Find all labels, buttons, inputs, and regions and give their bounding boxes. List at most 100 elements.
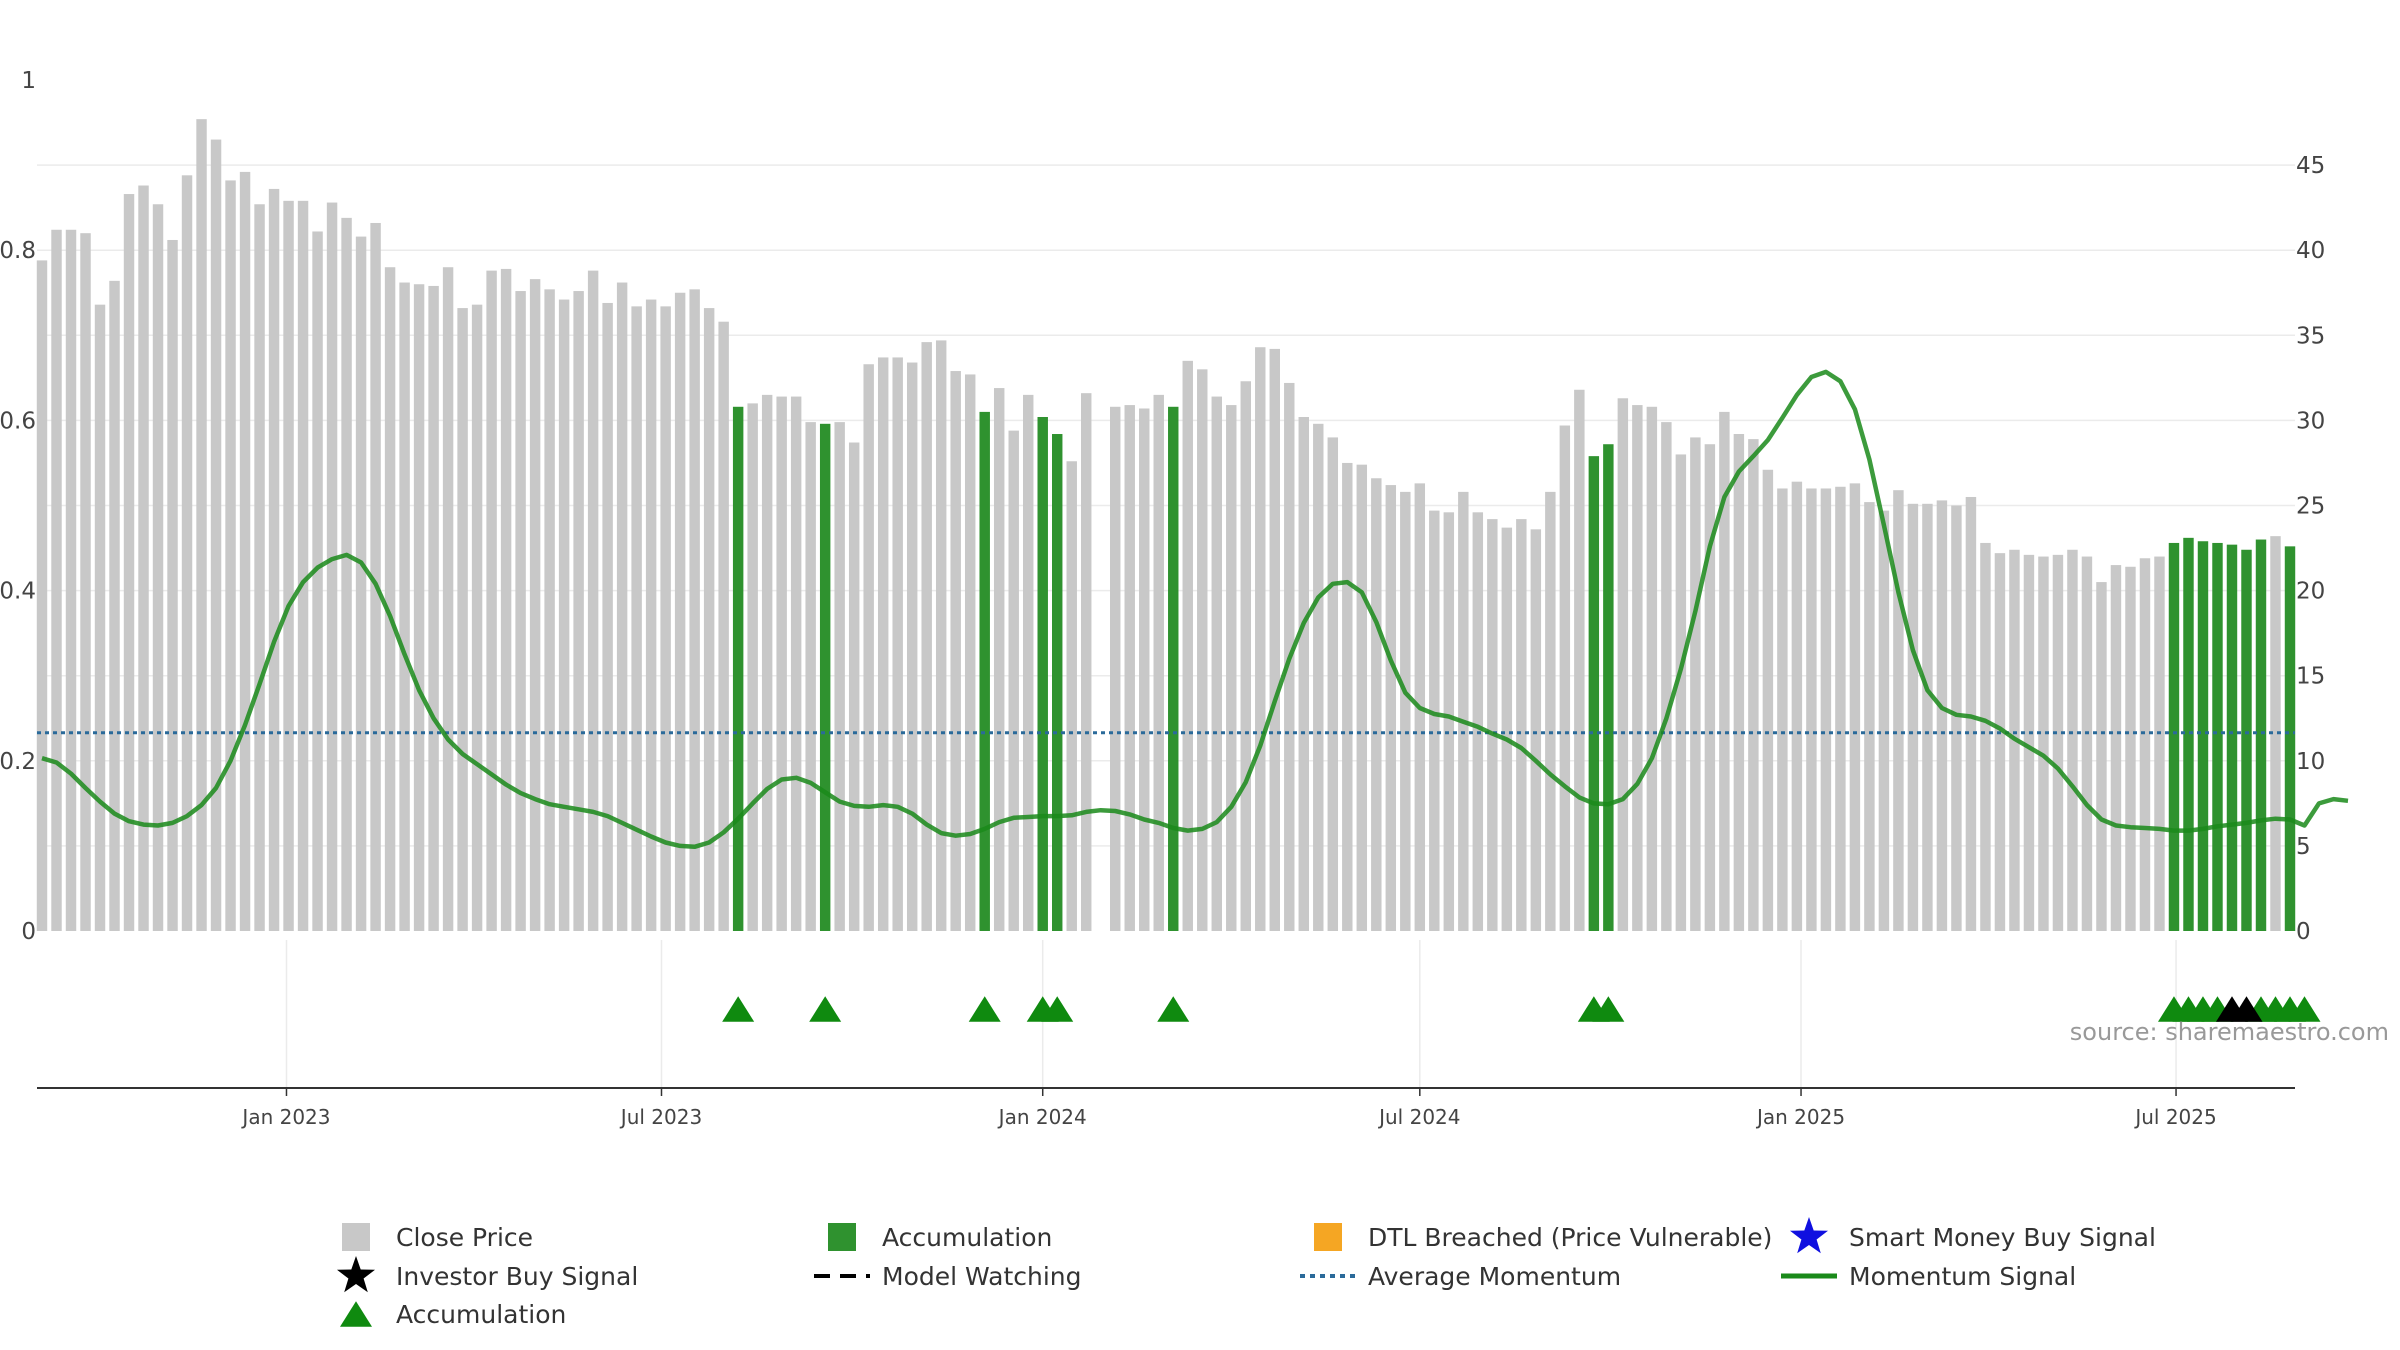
legend-label: Model Watching: [882, 1262, 1082, 1291]
legend-label: Smart Money Buy Signal: [1849, 1223, 2156, 1252]
close-price-bar: [1226, 405, 1237, 931]
close-price-bar: [790, 396, 802, 931]
close-price-bar: [297, 200, 309, 932]
left-axis-tick-label: 0: [21, 919, 36, 945]
close-price-bar: [1487, 519, 1498, 931]
close-price-bar: [239, 171, 251, 931]
left-axis-tick-label: 0.4: [0, 579, 36, 605]
close-price-bar: [1806, 488, 1817, 931]
legend-swatch: [342, 1223, 370, 1251]
accumulation-bar: [2183, 537, 2194, 931]
close-price-bars: [36, 119, 2296, 932]
legend-label: Investor Buy Signal: [396, 1262, 638, 1291]
x-axis-tick-label: Jul 2023: [619, 1105, 702, 1129]
close-price-bar: [1008, 430, 1019, 931]
close-price-bar: [1617, 398, 1629, 931]
close-price-bar: [123, 194, 135, 931]
close-price-bar: [181, 175, 193, 931]
close-price-bar: [587, 270, 599, 931]
close-price-bar: [993, 388, 1005, 931]
accumulation-bar: [2168, 542, 2180, 931]
close-price-bar: [1690, 437, 1701, 931]
momentum-signal-line: [41, 369, 2349, 850]
close-price-bar: [94, 304, 106, 931]
close-price-bar: [1240, 381, 1251, 931]
right-axis-tick-label: 5: [2296, 834, 2311, 860]
close-price-bar: [1022, 394, 1034, 931]
close-price-bar: [1081, 393, 1092, 932]
close-price-bar: [1545, 491, 1556, 931]
close-price-bar: [1661, 422, 1672, 931]
close-price-bar: [1936, 500, 1948, 931]
accumulation-bar: [1588, 456, 1600, 931]
close-price-bar: [1994, 553, 2006, 931]
x-axis-tick-label: Jan 2025: [1755, 1105, 1845, 1129]
close-price-bar: [1762, 469, 1774, 931]
legend-label: DTL Breached (Price Vulnerable): [1368, 1223, 1772, 1252]
accumulation-marker: [722, 996, 755, 1022]
close-price-bar: [210, 139, 222, 931]
accumulation-marker: [2288, 996, 2321, 1022]
close-price-bar: [2139, 558, 2151, 931]
accumulation-bar: [2255, 539, 2267, 931]
accumulation-bar: [1052, 434, 1063, 931]
legend-item-dtl: DTL Breached (Price Vulnerable): [1314, 1223, 1772, 1252]
x-axis-tick-label: Jul 2025: [2133, 1105, 2216, 1129]
close-price-bar: [805, 422, 816, 931]
close-price-bar: [1066, 461, 1077, 931]
close-price-bar: [152, 204, 164, 932]
close-price-bar: [906, 362, 918, 932]
close-price-bar: [1298, 416, 1310, 932]
legend-item-accum_marker: Accumulation: [340, 1300, 566, 1329]
accumulation-marker: [809, 996, 842, 1022]
close-price-bar: [1269, 348, 1280, 931]
close-price-bar: [196, 119, 207, 931]
legend-item-close: Close Price: [342, 1223, 533, 1252]
close-price-bar: [2067, 549, 2078, 931]
legend-label: Accumulation: [396, 1300, 566, 1329]
accumulation-bar: [819, 423, 831, 931]
close-price-bar: [428, 285, 439, 931]
close-price-bar: [225, 180, 236, 932]
right-axis-tick-label: 10: [2296, 749, 2325, 775]
right-axis-tick-label: 0: [2296, 919, 2311, 945]
investor-buy-marker: [2230, 996, 2263, 1022]
close-price-bar: [457, 308, 468, 931]
x-axis-tick-label: Jul 2024: [1377, 1105, 1460, 1129]
legend-label: Close Price: [396, 1223, 533, 1252]
close-price-bar: [1182, 360, 1193, 932]
close-price-bar: [1255, 347, 1266, 931]
close-price-bar: [747, 403, 758, 931]
close-price-bar: [355, 236, 367, 932]
x-axis-tick-label: Jan 2024: [997, 1105, 1087, 1129]
x-axis-tick-label: Jan 2023: [240, 1105, 330, 1129]
right-axis-tick-label: 30: [2296, 408, 2325, 434]
legend: Close Price Accumulation DTL Breached (Pri…: [337, 1217, 2156, 1329]
accumulation-bar: [2241, 549, 2252, 931]
close-price-bar: [1458, 491, 1469, 931]
close-price-bar: [877, 357, 889, 931]
close-price-bar: [2154, 556, 2165, 931]
close-price-bar: [1704, 444, 1716, 931]
close-price-bar: [1980, 542, 1991, 931]
close-price-bar: [1313, 423, 1324, 931]
close-price-bar: [645, 299, 657, 932]
left-axis-tick-label: 0.8: [0, 238, 36, 264]
close-price-bar: [950, 371, 961, 931]
accumulation-bar: [2212, 542, 2223, 931]
close-price-bar: [834, 422, 845, 931]
close-price-bar: [341, 217, 352, 931]
close-price-bar: [254, 204, 265, 932]
close-price-bar: [689, 289, 700, 931]
accumulation-bar: [1037, 416, 1048, 932]
close-price-bar: [1965, 496, 1977, 931]
close-price-bar: [1211, 396, 1222, 931]
close-price-bar: [1951, 505, 1962, 931]
close-price-bar: [573, 291, 584, 932]
close-price-bar: [109, 280, 120, 931]
close-price-bar: [1777, 488, 1788, 931]
close-price-bar: [500, 268, 512, 931]
close-price-bar: [935, 340, 947, 931]
close-price-bar: [2110, 565, 2122, 931]
